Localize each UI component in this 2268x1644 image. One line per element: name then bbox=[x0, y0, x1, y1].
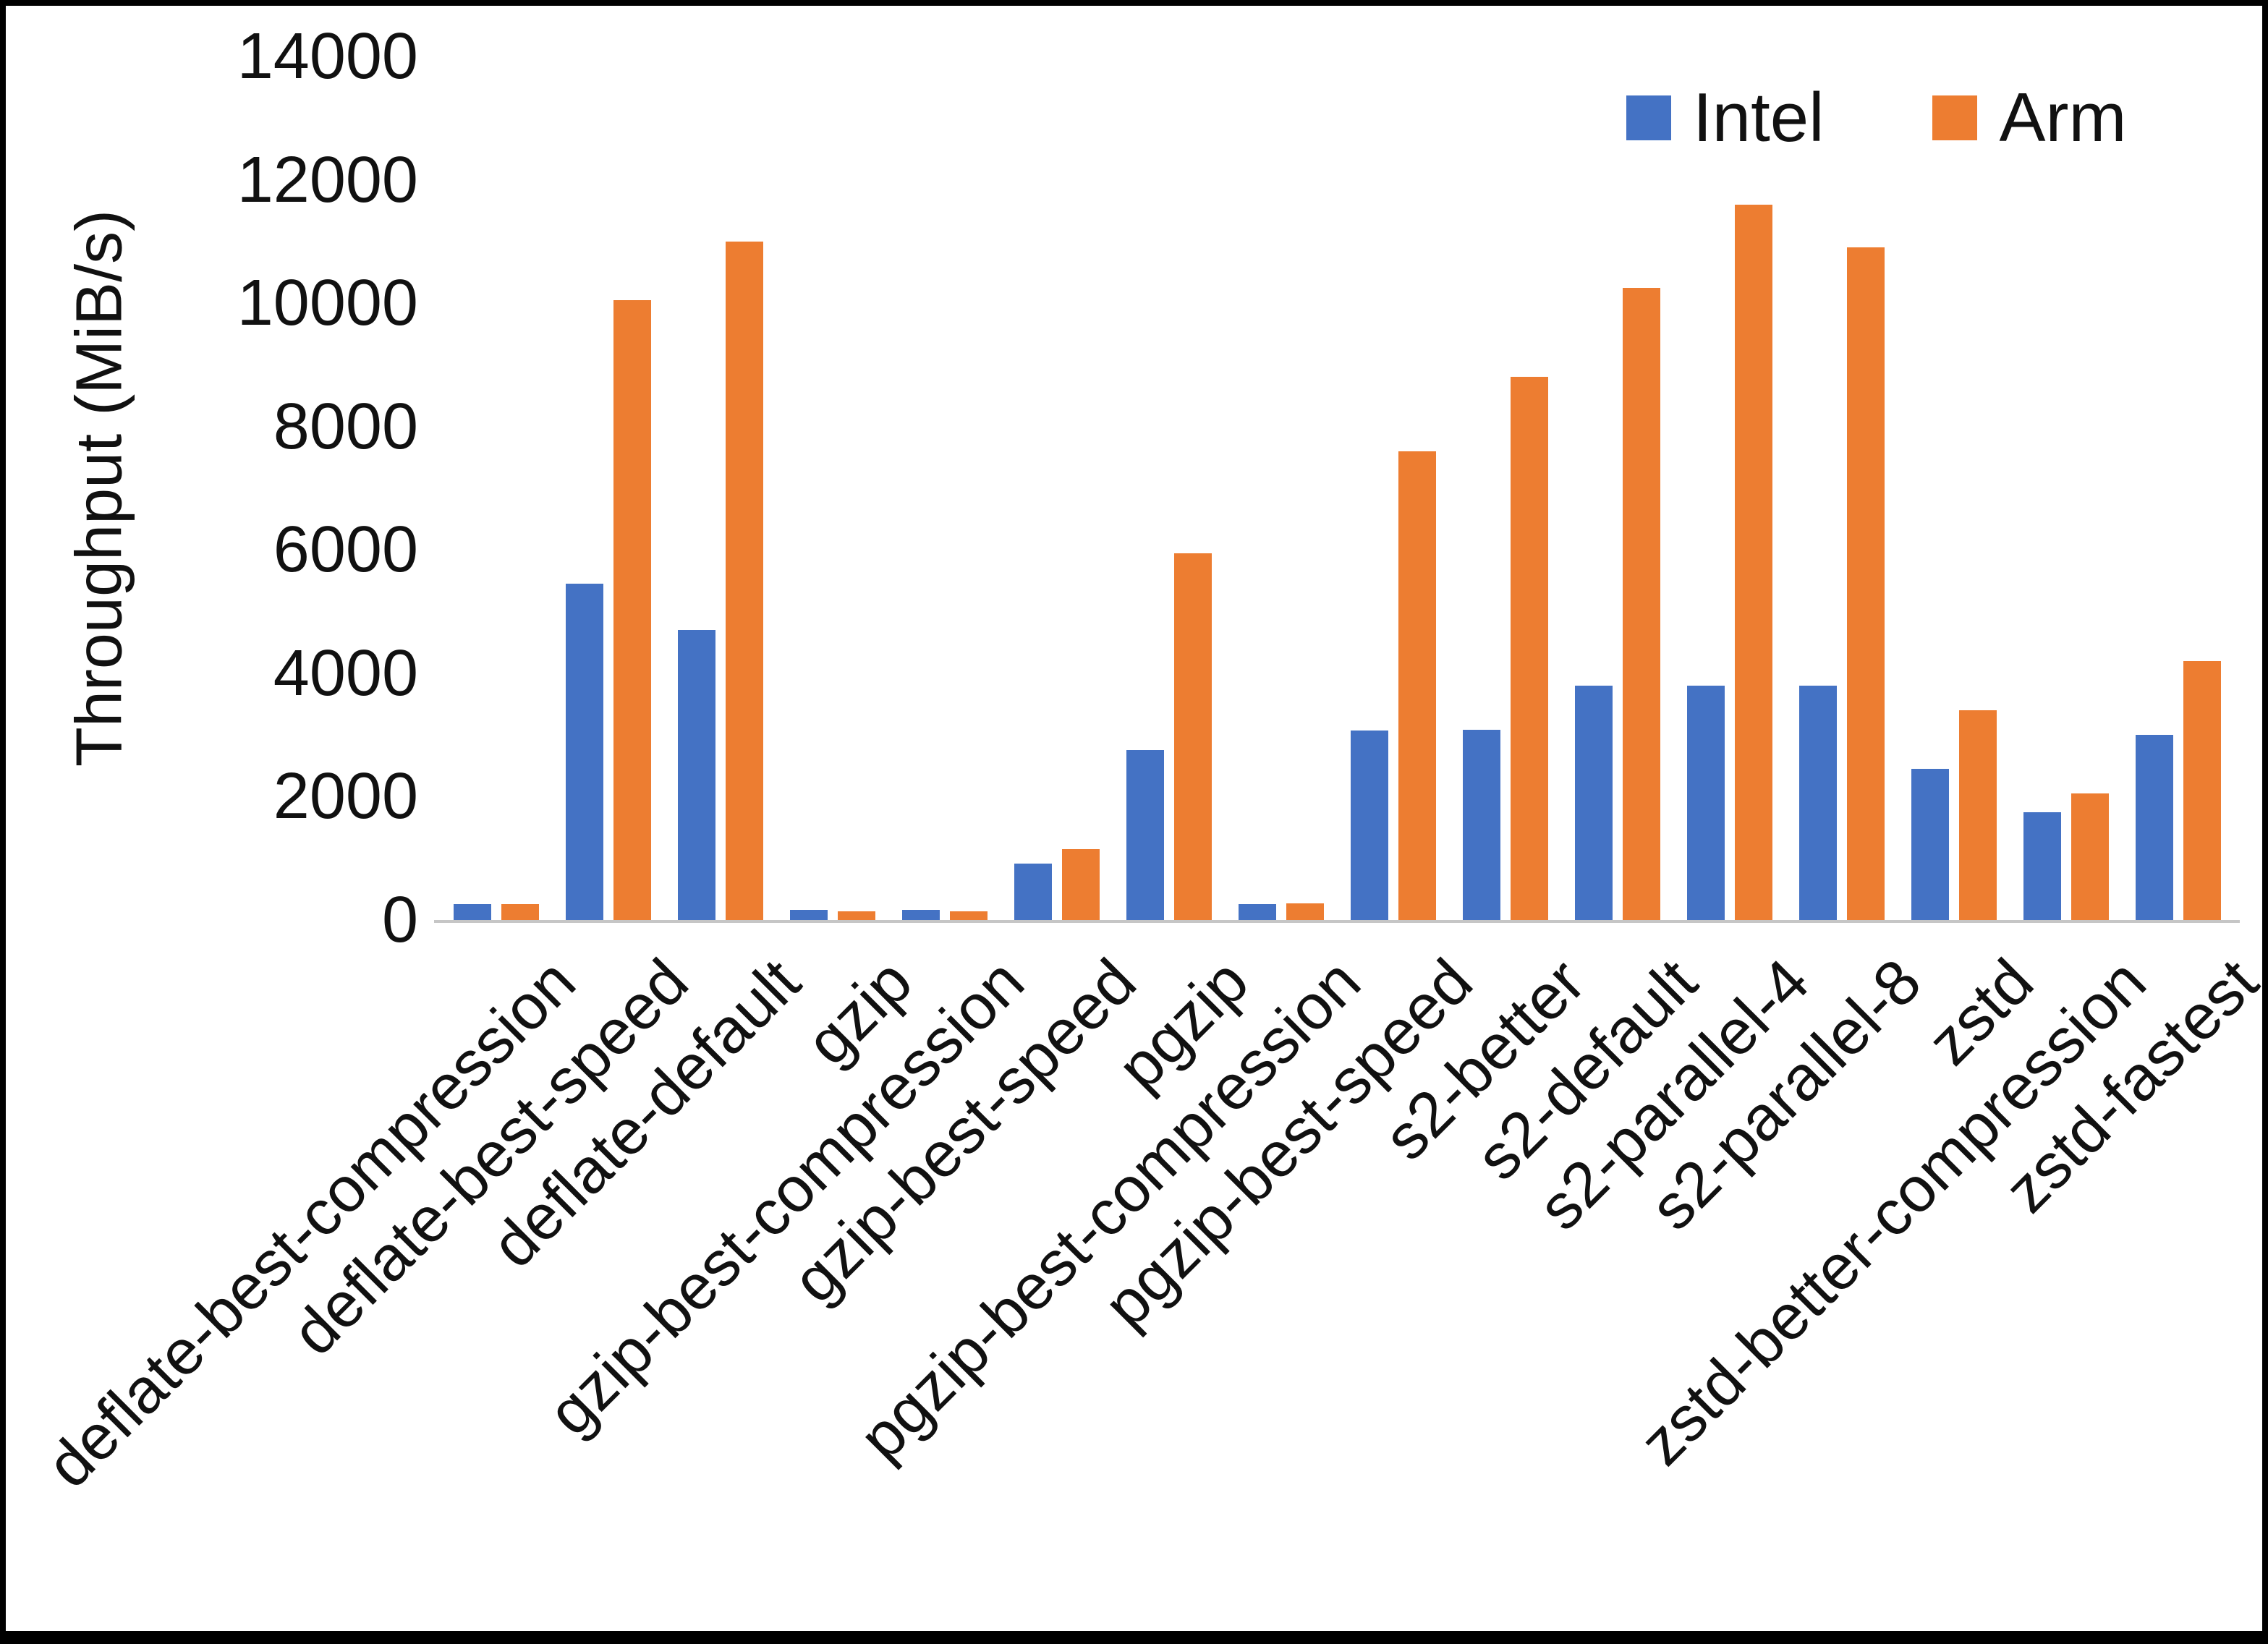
bar-intel bbox=[901, 910, 940, 920]
y-tick-label: 14000 bbox=[237, 20, 418, 93]
x-axis-line bbox=[434, 920, 2240, 923]
bar-arm bbox=[1846, 247, 1885, 920]
y-tick-label: 0 bbox=[381, 884, 418, 956]
bar-intel bbox=[1238, 903, 1276, 920]
bar-intel bbox=[1686, 685, 1725, 920]
bar-intel bbox=[565, 584, 603, 920]
legend-swatch-arm bbox=[1932, 95, 1978, 140]
legend-label: Intel bbox=[1693, 79, 1825, 156]
y-tick-label: 12000 bbox=[237, 143, 418, 216]
legend-swatch-intel bbox=[1626, 95, 1671, 140]
bar-chart: Throughput (MiB/s) Intel Arm 0 2000 4000 600… bbox=[6, 6, 2262, 1631]
bar-arm bbox=[1510, 377, 1548, 920]
y-tick-label: 2000 bbox=[273, 760, 418, 833]
y-tick-label: 4000 bbox=[273, 636, 418, 710]
chart-legend: Intel Arm bbox=[1626, 78, 2126, 158]
legend-item-arm: Arm bbox=[1932, 78, 2126, 158]
bar-intel bbox=[677, 630, 715, 920]
bar-intel bbox=[2023, 812, 2061, 920]
y-tick-label: 6000 bbox=[273, 514, 418, 587]
y-tick-label: 8000 bbox=[273, 390, 418, 463]
bar-intel bbox=[1574, 685, 1613, 920]
bar-arm bbox=[837, 911, 875, 920]
bar-arm bbox=[613, 299, 651, 920]
bar-intel bbox=[1462, 730, 1500, 920]
bar-arm bbox=[2183, 660, 2221, 920]
bar-arm bbox=[1734, 204, 1772, 920]
bar-intel bbox=[2135, 735, 2173, 920]
bar-intel bbox=[1911, 769, 1949, 920]
bar-intel bbox=[1126, 749, 1164, 920]
bar-intel bbox=[1798, 685, 1837, 920]
bar-intel bbox=[1014, 864, 1052, 920]
bar-arm bbox=[2070, 793, 2109, 920]
bar-intel bbox=[789, 910, 828, 920]
bar-arm bbox=[949, 911, 988, 920]
bar-arm bbox=[1622, 287, 1660, 920]
bar-intel bbox=[453, 903, 491, 920]
legend-item-intel: Intel bbox=[1626, 78, 1824, 158]
bar-arm bbox=[1958, 710, 1997, 920]
bar-arm bbox=[1286, 903, 1324, 920]
bar-arm bbox=[1061, 848, 1100, 920]
bar-arm bbox=[725, 241, 763, 920]
bar-intel bbox=[1350, 731, 1388, 920]
bar-arm bbox=[1398, 451, 1436, 920]
bar-arm bbox=[1173, 553, 1212, 920]
bar-arm bbox=[501, 903, 539, 920]
y-tick-label: 10000 bbox=[237, 267, 418, 340]
legend-label: Arm bbox=[1999, 79, 2127, 156]
